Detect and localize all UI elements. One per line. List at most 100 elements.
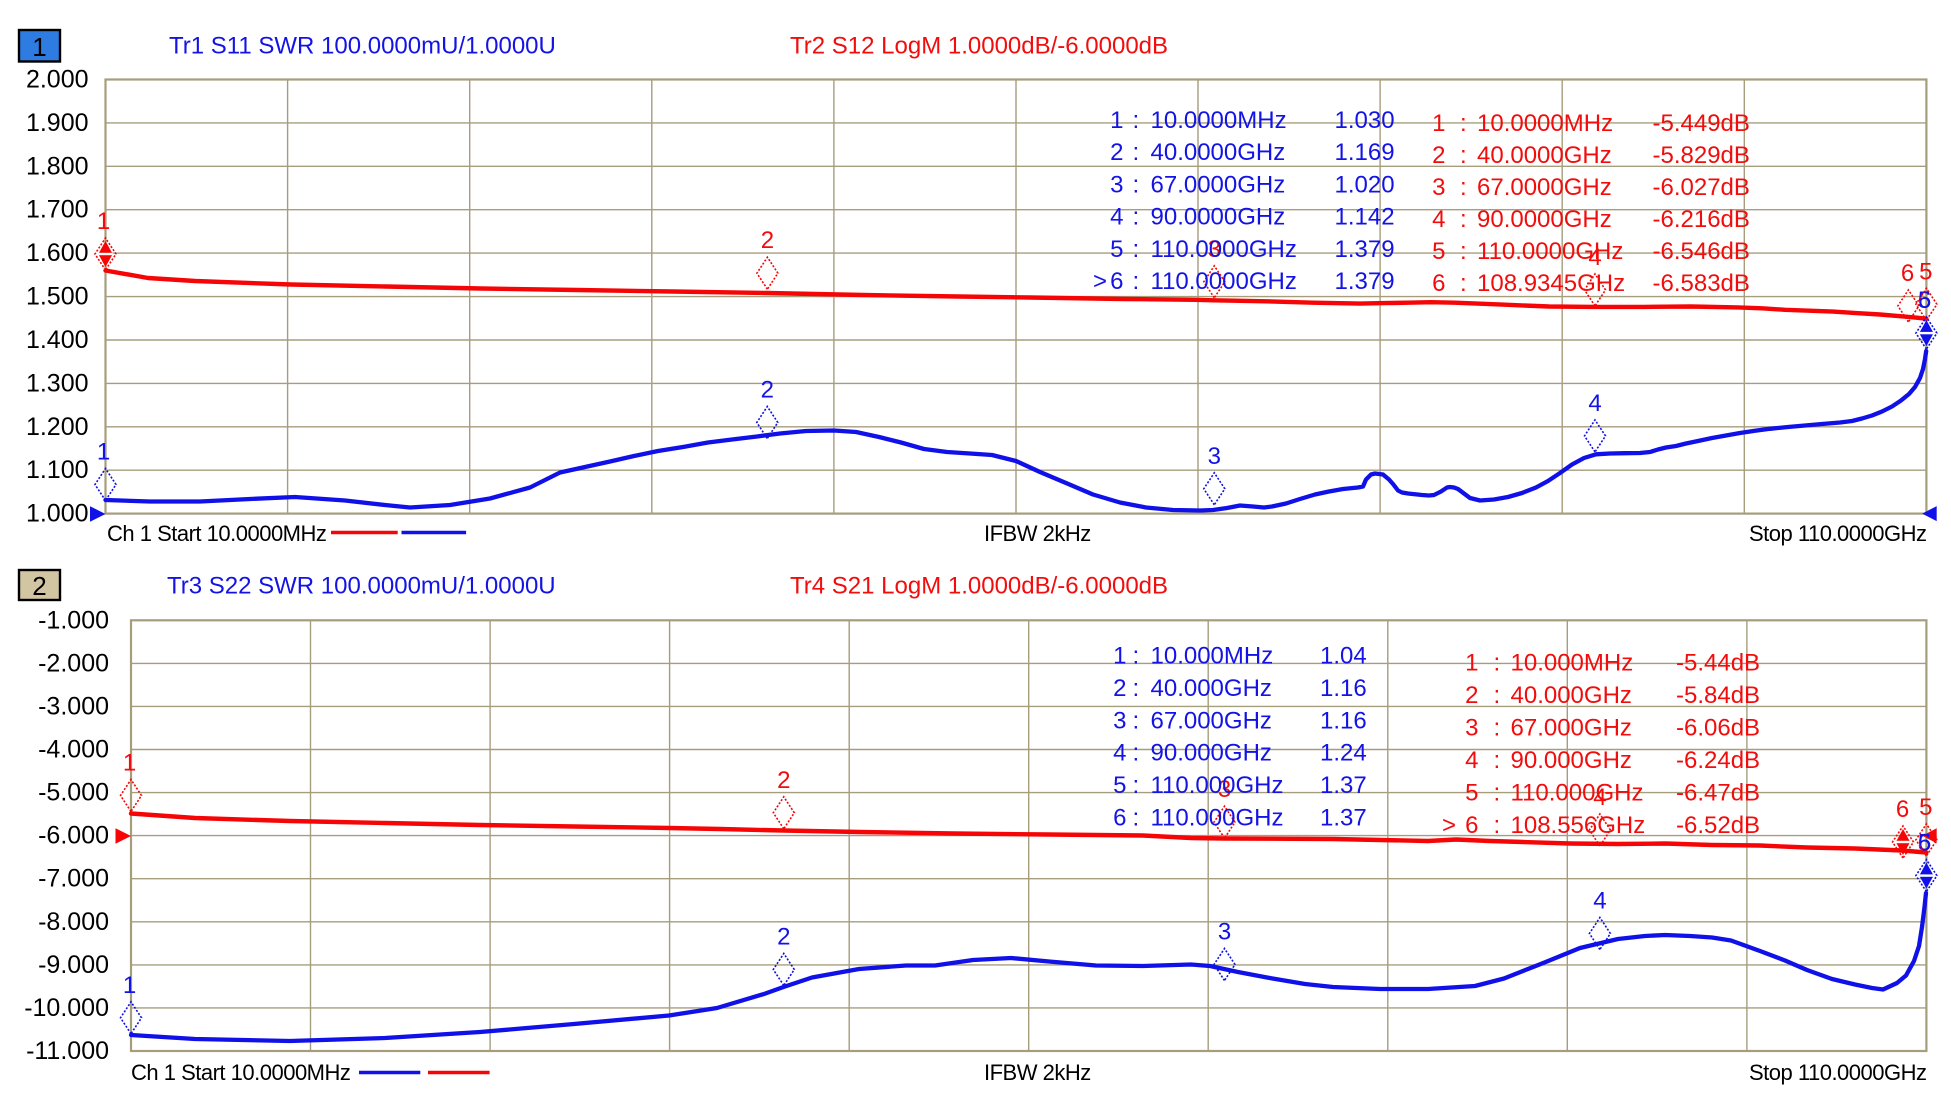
svg-text:-6.06dB: -6.06dB [1676,715,1760,742]
svg-text:90.0000GHz: 90.0000GHz [1477,206,1612,233]
svg-text:-6.546dB: -6.546dB [1653,238,1750,265]
svg-text:2: 2 [32,571,46,601]
svg-text:-6.52dB: -6.52dB [1676,812,1760,839]
svg-text:1: 1 [123,972,136,999]
svg-text:67.0000GHz: 67.0000GHz [1151,171,1286,198]
svg-text:2: 2 [1110,139,1123,166]
svg-text::: : [1133,236,1140,263]
svg-text:3: 3 [1465,715,1478,742]
svg-text:10.000MHz: 10.000MHz [1511,650,1634,677]
svg-text::: : [1133,171,1140,198]
svg-text:3: 3 [1218,776,1231,803]
svg-text:90.000GHz: 90.000GHz [1151,740,1272,767]
svg-text:67.000GHz: 67.000GHz [1511,715,1632,742]
svg-text:1.16: 1.16 [1320,707,1367,734]
svg-text:6: 6 [1465,812,1478,839]
svg-text:108.556GHz: 108.556GHz [1511,812,1646,839]
svg-text:-6.027dB: -6.027dB [1653,174,1750,201]
svg-text:>: > [1093,268,1107,295]
svg-text:-3.000: -3.000 [38,692,109,720]
svg-text:90.0000GHz: 90.0000GHz [1151,204,1286,231]
svg-text:2: 2 [1465,682,1478,709]
svg-text:Stop 110.0000GHz: Stop 110.0000GHz [1749,521,1927,546]
svg-text:4: 4 [1113,740,1126,767]
svg-text:-6.000: -6.000 [38,822,109,850]
svg-text:3: 3 [1432,174,1445,201]
svg-text:5: 5 [1918,287,1931,314]
svg-text:40.0000GHz: 40.0000GHz [1151,139,1286,166]
svg-text:-11.000: -11.000 [26,1037,109,1065]
svg-text::: : [1133,107,1140,134]
svg-text:108.9345GHz: 108.9345GHz [1477,270,1625,297]
svg-text:5: 5 [1465,780,1478,807]
svg-text:>: > [1442,812,1456,839]
svg-text:1: 1 [123,750,136,777]
svg-text:110.000GHz: 110.000GHz [1151,805,1284,832]
svg-text:1.200: 1.200 [26,413,89,441]
svg-text:90.000GHz: 90.000GHz [1511,747,1632,774]
svg-text:-4.000: -4.000 [38,736,109,764]
svg-text:1.300: 1.300 [26,369,89,397]
svg-text:-6.47dB: -6.47dB [1676,780,1760,807]
svg-text:1.700: 1.700 [26,196,89,224]
svg-text:2: 2 [1432,142,1445,169]
svg-text::: : [1494,682,1501,709]
svg-text:1.142: 1.142 [1335,204,1395,231]
svg-text:3: 3 [1208,443,1221,470]
svg-text:Tr1 S11 SWR 100.0000mU/1.0000U: Tr1 S11 SWR 100.0000mU/1.0000U [169,33,556,60]
svg-text:4: 4 [1593,784,1606,811]
svg-text:-5.000: -5.000 [38,779,109,807]
svg-text:1.900: 1.900 [26,109,89,137]
svg-text:-6.583dB: -6.583dB [1653,270,1750,297]
svg-text:5: 5 [1918,830,1931,857]
svg-text:6: 6 [1432,270,1445,297]
svg-text:6: 6 [1113,805,1126,832]
svg-text:1.030: 1.030 [1335,107,1395,134]
svg-text:2: 2 [761,227,774,254]
svg-text::: : [1460,110,1467,137]
svg-text:6: 6 [1918,287,1931,314]
svg-text:1.100: 1.100 [26,456,89,484]
svg-text:-5.829dB: -5.829dB [1653,142,1750,169]
svg-text::: : [1460,142,1467,169]
svg-text:6: 6 [1110,268,1123,295]
svg-text:110.0000GHz: 110.0000GHz [1151,268,1297,295]
svg-text:5: 5 [1919,794,1932,821]
svg-text::: : [1494,650,1501,677]
svg-text:110.0000GHz: 110.0000GHz [1151,236,1297,263]
svg-text:110.000GHz: 110.000GHz [1151,772,1284,799]
svg-text:-5.449dB: -5.449dB [1653,110,1750,137]
svg-text:-6.24dB: -6.24dB [1676,747,1760,774]
svg-text:1.000: 1.000 [26,500,89,528]
svg-text::: : [1494,715,1501,742]
svg-text:1: 1 [97,439,110,466]
svg-text:40.000GHz: 40.000GHz [1511,682,1632,709]
svg-text:4: 4 [1110,204,1123,231]
svg-text:3: 3 [1208,236,1221,263]
svg-text:Ch 1 Start 10.0000MHz: Ch 1 Start 10.0000MHz [131,1060,350,1085]
svg-text:2: 2 [777,767,790,794]
svg-text:2: 2 [1113,675,1126,702]
svg-text:10.000MHz: 10.000MHz [1151,642,1274,669]
svg-text:10.0000MHz: 10.0000MHz [1151,107,1287,134]
svg-text::: : [1494,812,1501,839]
svg-text::: : [1460,206,1467,233]
svg-text::: : [1460,238,1467,265]
svg-text:4: 4 [1465,747,1478,774]
svg-text::: : [1133,772,1140,799]
svg-text:3: 3 [1113,707,1126,734]
svg-text:67.0000GHz: 67.0000GHz [1477,174,1612,201]
svg-text:-10.000: -10.000 [24,994,109,1022]
svg-text:1: 1 [1113,642,1126,669]
svg-text:1.020: 1.020 [1335,171,1395,198]
svg-text:5: 5 [1113,772,1126,799]
svg-text:1: 1 [97,208,110,235]
svg-text:4: 4 [1432,206,1445,233]
svg-text:2: 2 [761,377,774,404]
svg-text:1.379: 1.379 [1335,268,1395,295]
svg-text:1: 1 [1432,110,1445,137]
svg-text:Tr4 S21 LogM 1.0000dB/-6.0000d: Tr4 S21 LogM 1.0000dB/-6.0000dB [790,573,1168,600]
svg-text:1.37: 1.37 [1320,772,1367,799]
svg-text:-5.84dB: -5.84dB [1676,682,1760,709]
svg-text:IFBW 2kHz: IFBW 2kHz [984,521,1091,546]
